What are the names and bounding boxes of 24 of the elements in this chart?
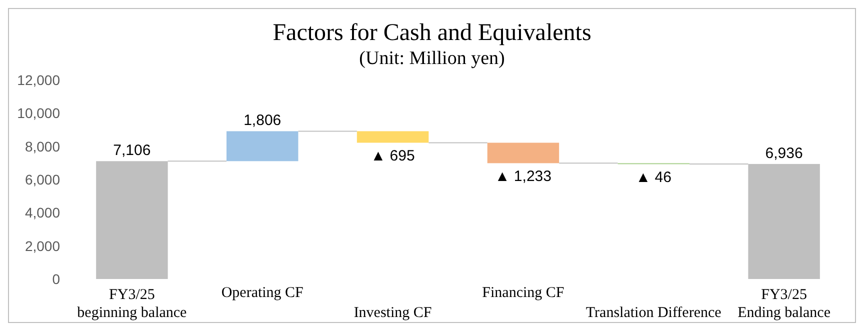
y-tick-label: 2,000	[24, 238, 60, 254]
y-tick-label: 0	[52, 271, 60, 287]
x-tick-label: Translation Difference	[586, 305, 722, 321]
y-tick-label: 10,000	[17, 105, 60, 122]
x-tick-label: Financing CF	[482, 285, 564, 301]
x-tick-label: FY3/25 beginning balance	[77, 287, 188, 321]
y-tick-label: 4,000	[24, 204, 60, 221]
data-label: ▲ 695	[370, 148, 415, 165]
bar	[487, 142, 560, 164]
x-tick-label: Investing CF	[354, 305, 432, 321]
bar	[226, 131, 298, 162]
y-tick-label: 8,000	[24, 138, 60, 154]
chart-subtitle: (Unit: Million yen)	[359, 48, 505, 69]
y-tick-label: 6,000	[24, 172, 60, 188]
x-tick-label: FY3/25 Ending balance	[738, 287, 831, 321]
bar	[356, 131, 429, 143]
chart-title: Factors for Cash and Equivalents	[272, 20, 592, 46]
x-tick-label: Operating CF	[221, 285, 304, 301]
data-label: 6,936	[765, 144, 803, 162]
data-label: 7,106	[113, 142, 151, 160]
y-tick-label: 12,000	[17, 72, 60, 88]
data-label: 1,806	[244, 112, 282, 130]
data-label: ▲ 46	[636, 168, 672, 186]
data-label: ▲ 1,233	[494, 168, 552, 186]
